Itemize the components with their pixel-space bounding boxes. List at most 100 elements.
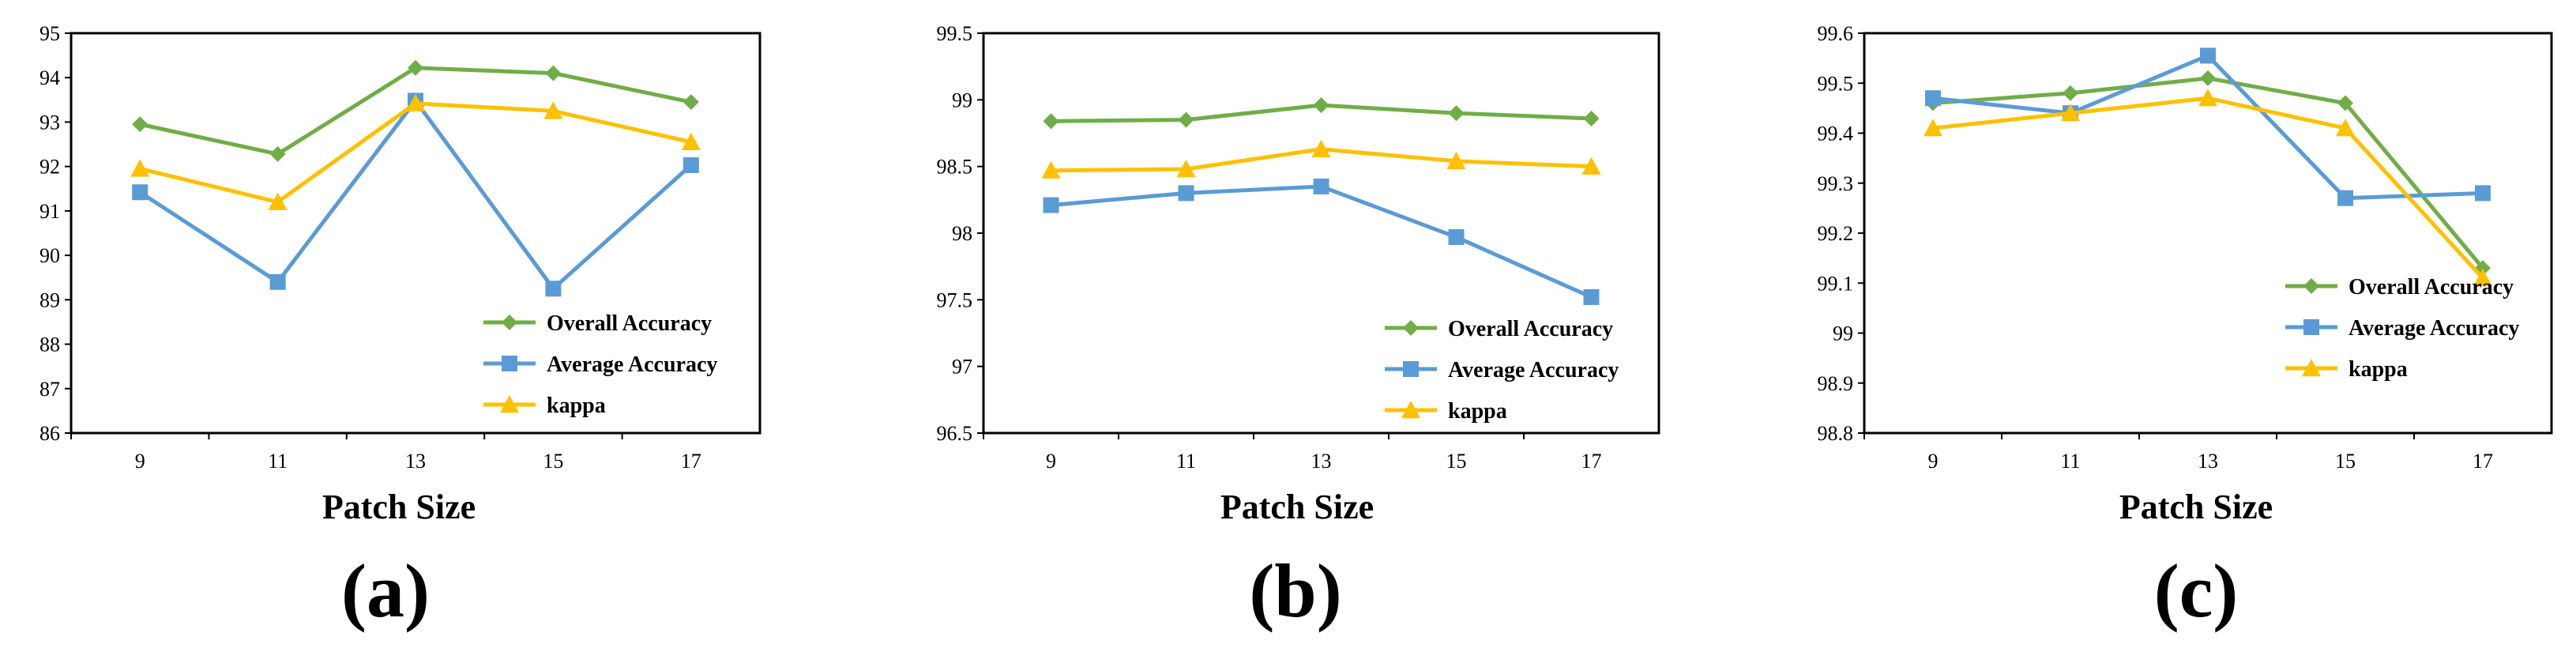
x-axis-title: Patch Size	[2119, 488, 2273, 526]
data-point-average	[1925, 90, 1941, 107]
data-point-kappa	[130, 159, 150, 177]
y-tick-label: 98.5	[937, 156, 973, 179]
legend-marker	[1401, 401, 1420, 419]
legend-label: Average Accuracy	[2348, 316, 2519, 341]
legend-item-overall: Overall Accuracy	[2285, 275, 2514, 300]
x-tick-label: 11	[1176, 450, 1196, 473]
data-point-average	[1313, 178, 1329, 194]
panel-label: (c)	[2154, 548, 2239, 633]
x-tick-label: 15	[1446, 450, 1467, 473]
y-tick-label: 90	[39, 244, 60, 267]
data-point-kappa	[1311, 139, 1331, 157]
y-tick-label: 99.3	[1818, 172, 1854, 195]
legend-label: Average Accuracy	[1448, 358, 1619, 382]
y-tick-label: 99	[1833, 322, 1853, 345]
x-tick-label: 17	[681, 450, 701, 473]
y-tick-label: 99.5	[1818, 72, 1854, 95]
data-point-kappa	[2473, 268, 2492, 287]
legend-item-average: Average Accuracy	[2285, 316, 2519, 341]
y-tick-label: 97.5	[937, 288, 973, 311]
legend-marker	[500, 395, 519, 413]
data-point-kappa	[543, 101, 563, 119]
data-point-overall	[1448, 105, 1465, 122]
data-point-kappa	[1581, 156, 1601, 175]
data-point-average	[545, 281, 562, 297]
chart-panel-2: 96.5 97 97.5 98 98.5 99 99.5 9 11 13 15 17 Overall A…	[937, 22, 1660, 633]
legend-marker	[2303, 278, 2319, 294]
y-tick-label: 99.2	[1818, 222, 1854, 245]
data-point-average	[132, 184, 149, 201]
y-tick-label: 97	[952, 356, 972, 379]
x-tick-label: 9	[135, 450, 145, 473]
panel-label: (a)	[341, 548, 430, 633]
legend-item-kappa: kappa	[483, 394, 606, 418]
x-tick-label: 13	[405, 450, 426, 473]
data-point-kappa	[2336, 119, 2355, 137]
data-point-kappa	[268, 192, 288, 210]
y-tick-label: 94	[39, 66, 60, 89]
y-tick-label: 98.9	[1818, 372, 1854, 395]
y-tick-label: 98.8	[1818, 422, 1854, 445]
data-point-overall	[2063, 85, 2078, 101]
y-tick-label: 99.4	[1818, 122, 1854, 145]
legend-item-overall: Overall Accuracy	[483, 311, 712, 336]
data-point-average	[2475, 185, 2491, 202]
x-axis-title: Patch Size	[1220, 488, 1374, 526]
legend-item-kappa: kappa	[1385, 399, 1507, 424]
data-point-kappa	[1446, 151, 1466, 170]
series-line-average	[1051, 184, 1593, 300]
data-point-overall	[1583, 110, 1600, 126]
data-point-average	[1448, 229, 1465, 246]
legend-marker	[1403, 320, 1419, 336]
y-tick-label: 92	[39, 156, 60, 179]
legend-label: kappa	[1448, 399, 1507, 424]
legend-marker	[2303, 319, 2319, 335]
data-point-kappa	[2198, 89, 2217, 107]
data-point-average	[269, 273, 286, 290]
y-tick-label: 95	[39, 22, 60, 45]
chart-panel-1: 86 87 88 89 90 91 92 93 94 95 9 11 13 15 17 Overall Acc…	[39, 22, 762, 633]
y-tick-label: 88	[39, 333, 60, 356]
legend-item-average: Average Accuracy	[483, 352, 717, 377]
data-point-overall	[683, 94, 699, 111]
data-point-overall	[408, 59, 423, 76]
data-point-average	[2337, 190, 2353, 206]
y-tick-label: 91	[39, 200, 60, 223]
data-point-kappa	[1176, 160, 1196, 178]
panel-label: (b)	[1249, 548, 1341, 633]
y-tick-label: 93	[39, 111, 60, 134]
x-tick-label: 13	[2198, 450, 2218, 473]
x-tick-label: 9	[1928, 450, 1939, 473]
series-line-average	[138, 98, 693, 291]
legend-item-average: Average Accuracy	[1385, 358, 1619, 382]
x-tick-label: 9	[1046, 450, 1056, 473]
data-point-overall	[1313, 97, 1329, 114]
data-point-average	[1583, 288, 1600, 305]
series-line-kappa	[139, 101, 692, 205]
data-point-overall	[1043, 113, 1059, 130]
x-tick-label: 13	[1311, 450, 1332, 473]
legend-label: Overall Accuracy	[1448, 317, 1613, 341]
data-point-overall	[545, 65, 562, 81]
chart-panel-3: 98.8 98.9 99 99.1 99.2 99.3 99.4 99.5 99.6 9 11 13 1…	[1818, 22, 2553, 633]
legend-label: Average Accuracy	[547, 352, 717, 377]
data-point-average	[1043, 197, 1059, 213]
legend-item-kappa: kappa	[2285, 357, 2408, 382]
legend-item-overall: Overall Accuracy	[1385, 317, 1613, 341]
y-tick-label: 99	[952, 89, 972, 111]
x-tick-label: 15	[2335, 450, 2356, 473]
x-axis-title: Patch Size	[322, 488, 476, 526]
legend-label: kappa	[547, 394, 606, 418]
legend-marker	[502, 315, 517, 330]
y-tick-label: 98	[952, 222, 972, 245]
legend-label: Overall Accuracy	[2348, 275, 2514, 300]
data-point-kappa	[406, 93, 425, 112]
x-tick-label: 11	[2060, 450, 2080, 473]
data-point-average	[683, 156, 699, 173]
y-tick-label: 86	[39, 422, 60, 445]
legend-marker	[2302, 359, 2321, 377]
data-point-kappa	[1924, 119, 1942, 137]
data-point-overall	[1178, 111, 1194, 128]
legend-label: kappa	[2348, 357, 2408, 382]
